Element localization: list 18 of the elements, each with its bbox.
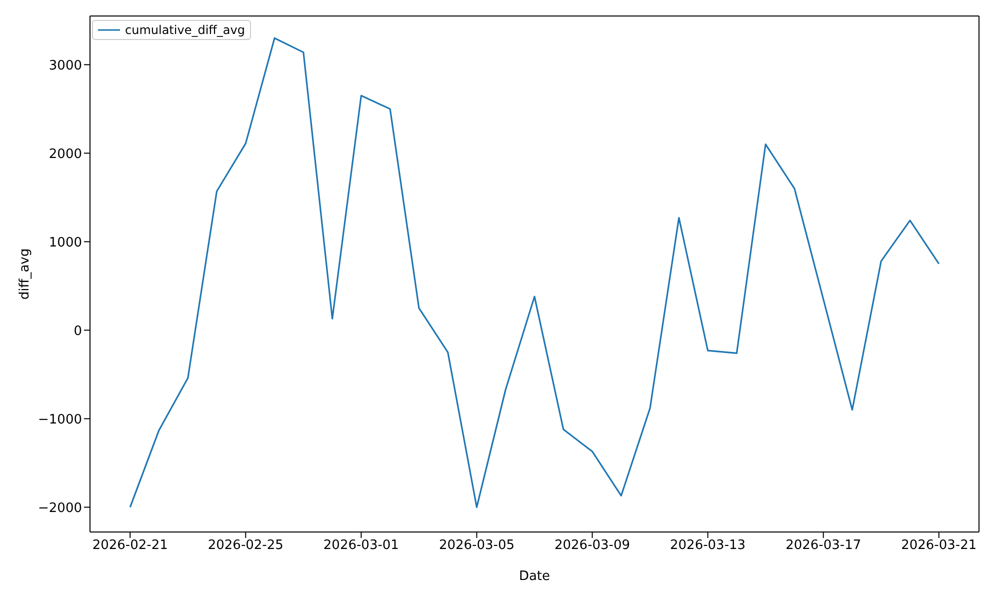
- y-tick-label: 2000: [48, 146, 82, 162]
- y-axis-title: diff_avg: [18, 248, 33, 300]
- y-tick-label: −1000: [38, 412, 82, 428]
- x-tick-label: 2026-03-09: [554, 538, 630, 554]
- x-tick-label: 2026-03-01: [323, 538, 399, 554]
- x-tick-label: 2026-03-13: [670, 538, 746, 554]
- legend-label: cumulative_diff_avg: [125, 23, 245, 37]
- y-tick-label: 3000: [48, 58, 82, 74]
- x-tick-label: 2026-02-25: [208, 538, 284, 554]
- x-tick-label: 2026-03-21: [901, 538, 977, 554]
- x-tick-label: 2026-03-17: [786, 538, 862, 554]
- y-tick-label: −2000: [38, 500, 82, 516]
- x-axis-title: Date: [518, 569, 550, 584]
- line-series: [129, 37, 940, 508]
- x-tick-label: 2026-02-21: [92, 538, 168, 554]
- y-tick-label: 1000: [48, 235, 82, 250]
- y-tick-label: 0: [74, 324, 82, 339]
- x-tick-label: 2026-03-05: [438, 538, 515, 554]
